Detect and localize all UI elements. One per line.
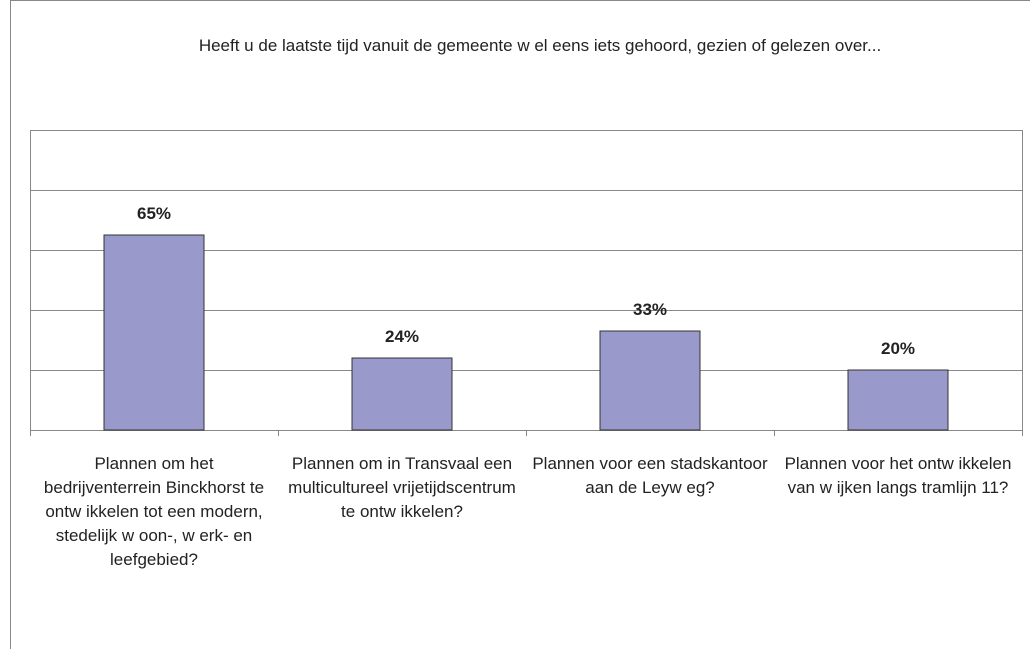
bar (351, 357, 453, 431)
chart-title: Heeft u de laatste tijd vanuit de gemeen… (198, 36, 882, 55)
value-label: 33% (633, 300, 667, 319)
value-label: 65% (137, 204, 171, 223)
bar (599, 330, 701, 431)
x-tick-label: Plannen om in Transvaal een multiculture… (288, 454, 516, 521)
x-tick-label: Plannen om het bedrijventerrein Binckhor… (43, 454, 265, 569)
value-label: 20% (881, 339, 915, 358)
value-label: 24% (385, 327, 419, 346)
bar (103, 234, 205, 431)
x-tick-label: Plannen voor een stadskantoor aan de Ley… (532, 454, 768, 497)
x-tick-label: Plannen voor het ontw ikkelen van w ijke… (784, 454, 1012, 497)
bar (847, 369, 949, 431)
